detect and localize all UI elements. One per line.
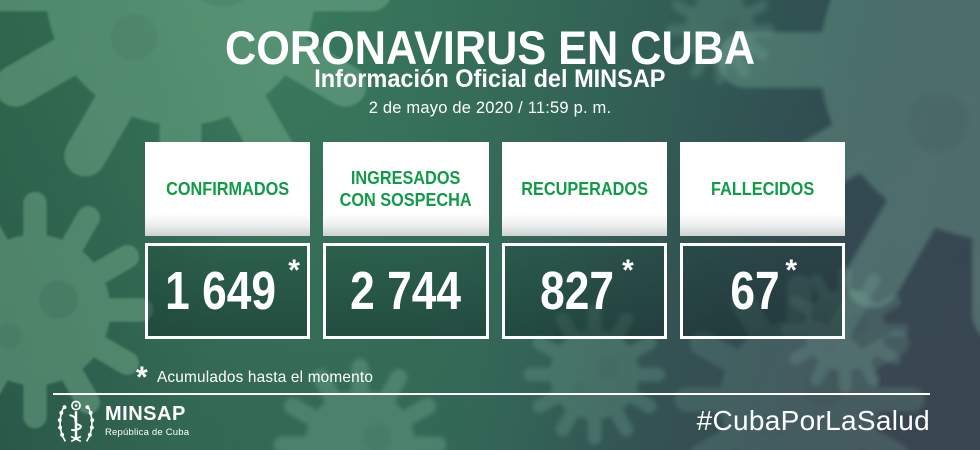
- stat-value-panel: 1 649 *: [145, 243, 311, 339]
- stat-asterisk: *: [785, 254, 798, 287]
- stat-asterisk: *: [622, 254, 634, 287]
- caduceus-wreath-icon: [57, 400, 95, 443]
- stat-value: 1 649: [165, 261, 277, 321]
- minsap-logo: MINSAP República de Cuba: [55, 399, 189, 443]
- stat-card-header: FALLECIDOS: [679, 142, 845, 236]
- footer-divider: [53, 393, 930, 395]
- stat-label: INGRESADOS CON SOSPECHA: [339, 167, 472, 210]
- stat-cards-row: CONFIRMADOS 1 649 * INGRESADOS CON SOSPE…: [145, 142, 845, 339]
- stat-label: FALLECIDOS: [710, 178, 814, 200]
- stat-asterisk: *: [288, 254, 300, 287]
- footnote-asterisk: *: [136, 361, 148, 394]
- stat-card-header: RECUPERADOS: [501, 142, 667, 236]
- stat-card-ingresados: INGRESADOS CON SOSPECHA 2 744: [323, 142, 489, 339]
- stat-label: CONFIRMADOS: [166, 178, 290, 200]
- stat-card-header: CONFIRMADOS: [145, 142, 311, 236]
- page-subtitle: Información Oficial del MINSAP: [314, 65, 666, 93]
- stat-label: RECUPERADOS: [520, 178, 648, 200]
- stat-value: 67: [730, 261, 780, 321]
- footnote-text: Acumulados hasta el momento: [156, 369, 373, 386]
- stat-value: 827: [540, 261, 615, 321]
- card-gap: [502, 236, 667, 243]
- stat-value-panel: 827 *: [501, 243, 667, 339]
- hashtag: #CubaPorLaSalud: [696, 405, 930, 436]
- logo-title: MINSAP: [105, 403, 186, 425]
- footnote: * Acumulados hasta el momento: [136, 363, 382, 393]
- stat-value-panel: 67 *: [679, 243, 845, 339]
- logo-subtitle: República de Cuba: [105, 427, 190, 438]
- report-date: 2 de mayo de 2020 / 11:59 p. m.: [368, 99, 612, 117]
- logo-text: MINSAP República de Cuba: [105, 404, 189, 438]
- stat-value-panel: 2 744: [323, 243, 489, 339]
- stat-card-confirmados: CONFIRMADOS 1 649 *: [145, 142, 311, 339]
- card-gap: [680, 236, 845, 243]
- card-gap: [323, 236, 488, 243]
- stat-value: 2 744: [350, 261, 462, 321]
- card-gap: [145, 236, 310, 243]
- stat-card-recuperados: RECUPERADOS 827 *: [501, 142, 667, 339]
- stat-card-fallecidos: FALLECIDOS 67 *: [679, 142, 845, 339]
- page-title: CORONAVIRUS EN CUBA: [224, 21, 756, 74]
- stat-card-header: INGRESADOS CON SOSPECHA: [323, 142, 489, 236]
